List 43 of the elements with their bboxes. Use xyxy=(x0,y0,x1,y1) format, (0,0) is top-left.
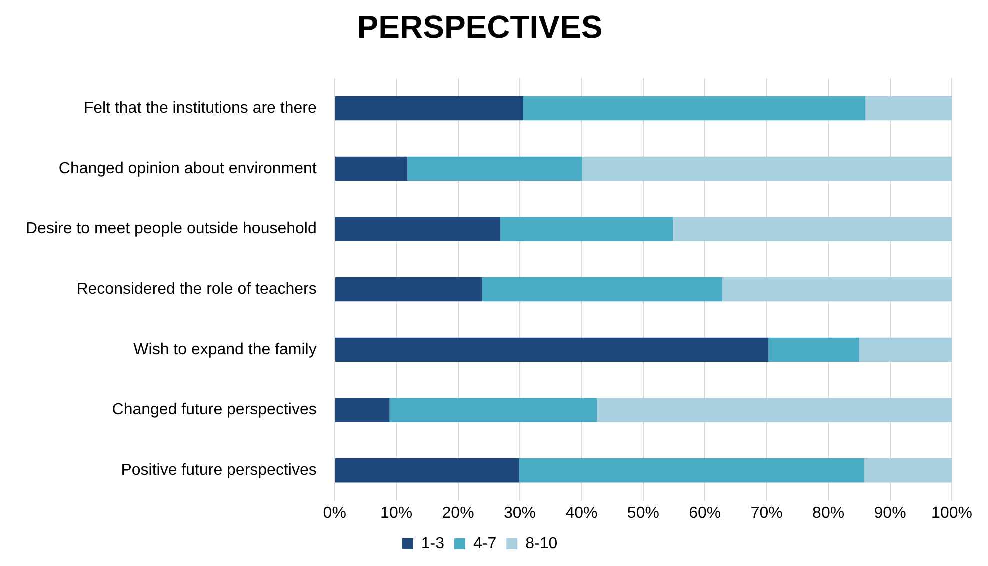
bar xyxy=(500,217,674,242)
y-tick-label: Changed future perspectives xyxy=(112,402,317,419)
bar xyxy=(673,217,952,242)
x-tick-label: 60% xyxy=(689,504,722,522)
x-tick-label: 100% xyxy=(932,504,972,522)
bar xyxy=(523,96,866,121)
bar xyxy=(722,278,952,302)
legend-label: 8-10 xyxy=(526,535,558,552)
x-tick-label: 50% xyxy=(627,504,660,522)
bar xyxy=(335,398,390,422)
bar xyxy=(335,96,524,121)
y-tick-label: Felt that the institutions are there xyxy=(84,100,317,117)
y-tick-label: Positive future perspectives xyxy=(121,462,317,480)
x-tick-label: 90% xyxy=(874,504,906,522)
bar xyxy=(519,458,864,483)
bar xyxy=(335,338,769,362)
bar xyxy=(597,398,952,422)
bar xyxy=(768,338,860,362)
legend-label: 1-3 xyxy=(421,535,445,552)
x-tick-label: 10% xyxy=(380,504,413,522)
bar xyxy=(582,156,952,181)
legend-label: 4-7 xyxy=(473,535,497,552)
x-tick-label: 30% xyxy=(504,504,536,522)
bar xyxy=(335,458,520,483)
bar xyxy=(335,156,408,181)
bar xyxy=(482,278,722,302)
y-tick-label: Reconsidered the role of teachers xyxy=(76,281,317,298)
x-tick-label: 80% xyxy=(812,504,845,522)
bar xyxy=(864,458,952,483)
y-tick-label: Wish to expand the family xyxy=(134,341,317,358)
bar xyxy=(335,278,482,302)
bar xyxy=(390,398,598,422)
x-tick-label: 40% xyxy=(566,504,598,522)
x-tick-label: 0% xyxy=(323,504,346,522)
bar xyxy=(859,338,952,362)
bar xyxy=(408,156,582,181)
y-tick-label: Desire to meet people outside household xyxy=(26,220,317,238)
bar xyxy=(335,217,500,242)
bar xyxy=(866,96,952,121)
y-tick-label: Changed opinion about environment xyxy=(58,160,318,178)
x-tick-label: 70% xyxy=(750,504,783,522)
chart-title: PERSPECTIVES xyxy=(357,9,603,46)
x-tick-label: 20% xyxy=(442,504,474,522)
